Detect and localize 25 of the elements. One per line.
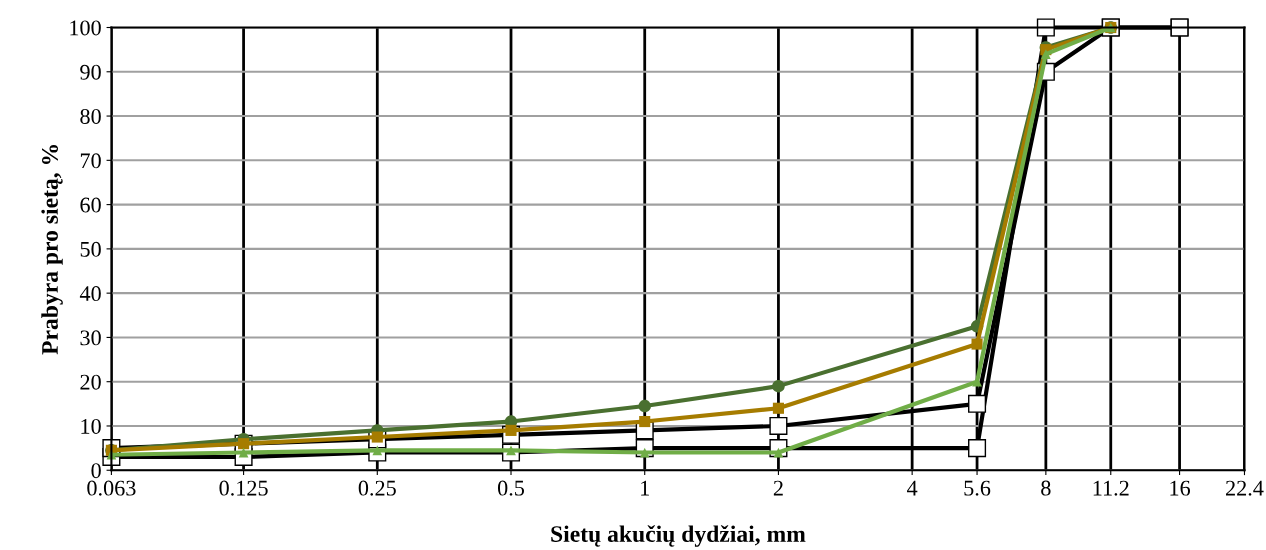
x-tick-label: 22.4 xyxy=(1226,480,1264,496)
y-axis-title: Prabyra pro sietą, % xyxy=(41,145,63,355)
y-tick-label: 60 xyxy=(80,197,101,213)
y-tick-label: 30 xyxy=(80,330,101,346)
x-tick-label: 5.6 xyxy=(964,480,991,496)
y-tick-label: 10 xyxy=(81,418,101,434)
y-tick-label: 40 xyxy=(79,286,101,302)
x-tick-label: 11.2 xyxy=(1093,480,1129,496)
x-tick-label: 0.125 xyxy=(219,480,268,496)
y-tick-label: 70 xyxy=(80,153,101,169)
y-tick-label: 100 xyxy=(70,20,101,36)
y-tick-label: 20 xyxy=(80,374,101,390)
x-tick-label: 2 xyxy=(773,480,783,496)
y-tick-label: 0 xyxy=(91,463,101,479)
x-tick-label: 0.063 xyxy=(87,480,136,496)
x-tick-label: 8 xyxy=(1041,480,1051,496)
x-tick-label: 1 xyxy=(641,480,649,496)
x-axis-title: Sietų akučių dydžiai, mm xyxy=(551,525,806,547)
x-tick-label: 4 xyxy=(907,480,918,496)
y-tick-label: 50 xyxy=(80,241,101,257)
x-tick-label: 16 xyxy=(1170,480,1191,496)
x-tick-label: 0.5 xyxy=(497,480,525,496)
y-tick-label: 90 xyxy=(80,64,101,80)
y-tick-label: 80 xyxy=(80,108,101,124)
x-tick-label: 0.25 xyxy=(358,480,396,496)
